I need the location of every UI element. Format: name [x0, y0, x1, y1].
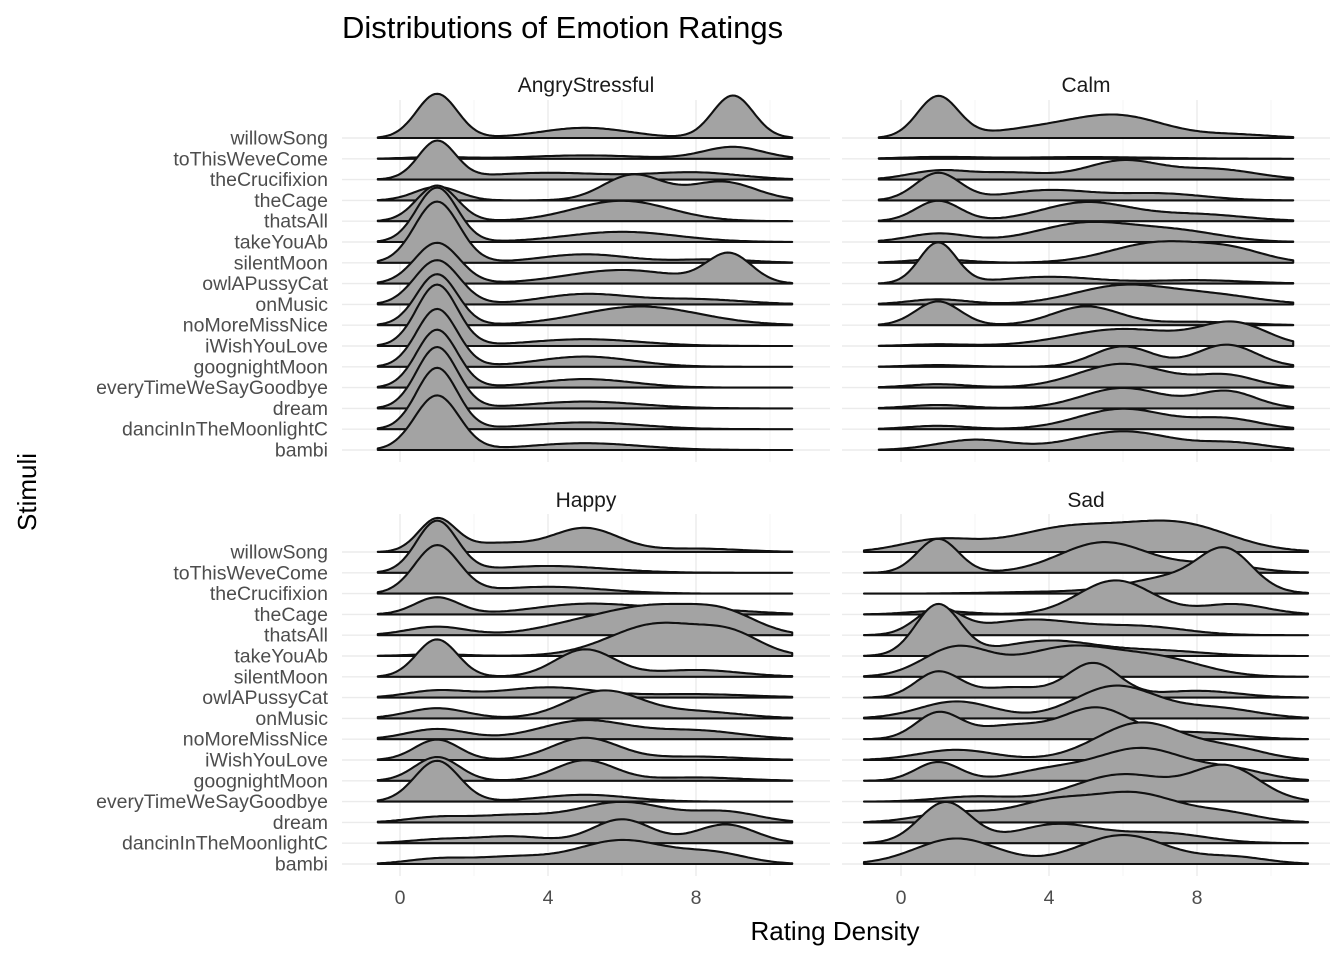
- ridge-calm-willow-song: [877, 94, 1295, 140]
- ridge-angry-stressful-no-more-miss-nice: [376, 273, 794, 327]
- y-tick-label: theCrucifixion: [210, 583, 328, 605]
- x-tick-label: 4: [543, 887, 554, 909]
- ridge-happy-bambi: [376, 838, 794, 866]
- ridge-sad-owl-apussy-cat: [862, 661, 1310, 699]
- y-tick-label: owlAPussyCat: [202, 687, 328, 709]
- ridge-happy-i-wish-you-love: [376, 736, 794, 762]
- y-tick-label: dancinInTheMoonlightC: [122, 419, 328, 441]
- y-tick-label: bambi: [275, 440, 328, 462]
- y-tick-label: onMusic: [255, 294, 328, 316]
- y-tick-label: takeYouAb: [234, 232, 328, 254]
- y-tick-label: thatsAll: [264, 625, 328, 647]
- ridge-happy-no-more-miss-nice: [376, 719, 794, 741]
- y-tick-label: iWishYouLove: [205, 336, 328, 358]
- y-tick-label: noMoreMissNice: [183, 315, 328, 337]
- y-axis-title: Stimuli: [12, 453, 42, 531]
- ridge-happy-owl-apussy-cat: [376, 686, 794, 699]
- ridge-sad-i-wish-you-love: [862, 721, 1310, 762]
- ridge-happy-the-crucifixion: [376, 544, 794, 595]
- y-tick-label: toThisWeveCome: [173, 148, 328, 170]
- ridge-angry-stressful-owl-apussy-cat: [376, 241, 794, 285]
- y-tick-label: goognightMoon: [194, 356, 328, 378]
- facet-strip-label: Happy: [556, 489, 617, 512]
- facet-strip-label: Sad: [1067, 489, 1104, 512]
- y-tick-label: theCrucifixion: [210, 169, 328, 191]
- ridge-calm-to-this-weve-come: [877, 155, 1295, 160]
- y-tick-label: thatsAll: [264, 211, 328, 233]
- y-tick-label: bambi: [275, 854, 328, 876]
- ridge-calm-thats-all: [877, 199, 1295, 223]
- panel-angry-stressful: AngryStressfulwillowSongtoThisWeveCometh…: [96, 74, 830, 462]
- x-tick-label: 8: [691, 887, 702, 909]
- ridge-happy-dancin-in-the-moonlight-c: [376, 818, 794, 845]
- x-tick-label: 8: [1192, 887, 1203, 909]
- ridge-sad-on-music: [862, 684, 1310, 720]
- y-tick-label: dancinInTheMoonlightC: [122, 833, 328, 855]
- y-tick-label: takeYouAb: [234, 646, 328, 668]
- ridge-happy-on-music: [376, 689, 794, 720]
- y-tick-label: goognightMoon: [194, 770, 328, 792]
- ridge-calm-every-time-we-say-goodbye: [877, 362, 1295, 389]
- ridge-sad-every-time-we-say-goodbye: [862, 763, 1310, 803]
- ridge-angry-stressful-bambi: [376, 394, 794, 452]
- y-tick-label: toThisWeveCome: [173, 562, 328, 584]
- panel-happy: Happy willowSongtoThisWeveCometheCrucifix…: [96, 489, 830, 909]
- y-tick-label: dream: [273, 812, 328, 834]
- y-tick-label: iWishYouLove: [205, 750, 328, 772]
- ridge-sad-bambi: [862, 834, 1310, 866]
- ridge-sad-silent-moon: [862, 644, 1310, 678]
- ridge-calm-take-you-ab: [877, 220, 1295, 244]
- y-tick-label: dream: [273, 398, 328, 420]
- ridge-calm-owl-apussy-cat: [877, 241, 1295, 285]
- y-tick-label: silentMoon: [234, 666, 328, 688]
- y-tick-label: willowSong: [229, 128, 328, 150]
- ridge-calm-i-wish-you-love: [877, 320, 1295, 348]
- facet-panels: AngryStressfulwillowSongtoThisWeveCometh…: [96, 74, 1330, 909]
- ridge-calm-dream: [877, 386, 1295, 410]
- panel-calm: Calm: [842, 74, 1330, 462]
- y-tick-label: owlAPussyCat: [202, 273, 328, 295]
- ridge-angry-stressful-willow-song: [376, 92, 794, 140]
- ridge-calm-on-music: [877, 283, 1295, 306]
- y-tick-label: theCage: [254, 190, 328, 212]
- panel-sad: Sad 0 4 8: [842, 489, 1330, 909]
- ridge-happy-dream: [376, 800, 794, 824]
- chart-title: Distributions of Emotion Ratings: [342, 10, 783, 45]
- y-tick-label: noMoreMissNice: [183, 729, 328, 751]
- ridge-calm-dancin-in-the-moonlight-c: [877, 407, 1295, 431]
- x-tick-label: 0: [896, 887, 907, 909]
- facet-strip-label: Calm: [1061, 74, 1110, 97]
- ridge-calm-bambi: [877, 430, 1295, 452]
- y-tick-label: silentMoon: [234, 252, 328, 274]
- ridge-angry-stressful-the-crucifixion: [376, 139, 794, 181]
- x-tick-label: 4: [1044, 887, 1055, 909]
- y-tick-label: everyTimeWeSayGoodbye: [96, 791, 328, 813]
- ridge-calm-the-crucifixion: [877, 158, 1295, 181]
- x-tick-label: 0: [395, 887, 406, 909]
- ridge-happy-willow-song: [376, 516, 794, 554]
- x-axis-title: Rating Density: [750, 916, 919, 946]
- ridge-sad-dancin-in-the-moonlight-c: [862, 800, 1310, 845]
- y-tick-label: willowSong: [229, 542, 328, 564]
- y-tick-label: onMusic: [255, 708, 328, 730]
- ridge-happy-every-time-we-say-goodbye: [376, 759, 794, 803]
- y-tick-label: everyTimeWeSayGoodbye: [96, 377, 328, 399]
- ridge-happy-silent-moon: [376, 638, 794, 678]
- ridge-happy-goognight-moon: [376, 755, 794, 782]
- ridge-calm-the-cage: [877, 171, 1295, 202]
- ridge-calm-goognight-moon: [877, 343, 1295, 368]
- y-tick-label: theCage: [254, 604, 328, 626]
- ridge-sad-take-you-ab: [862, 602, 1310, 658]
- facet-strip-label: AngryStressful: [518, 74, 655, 97]
- ridge-sad-no-more-miss-nice: [862, 706, 1310, 741]
